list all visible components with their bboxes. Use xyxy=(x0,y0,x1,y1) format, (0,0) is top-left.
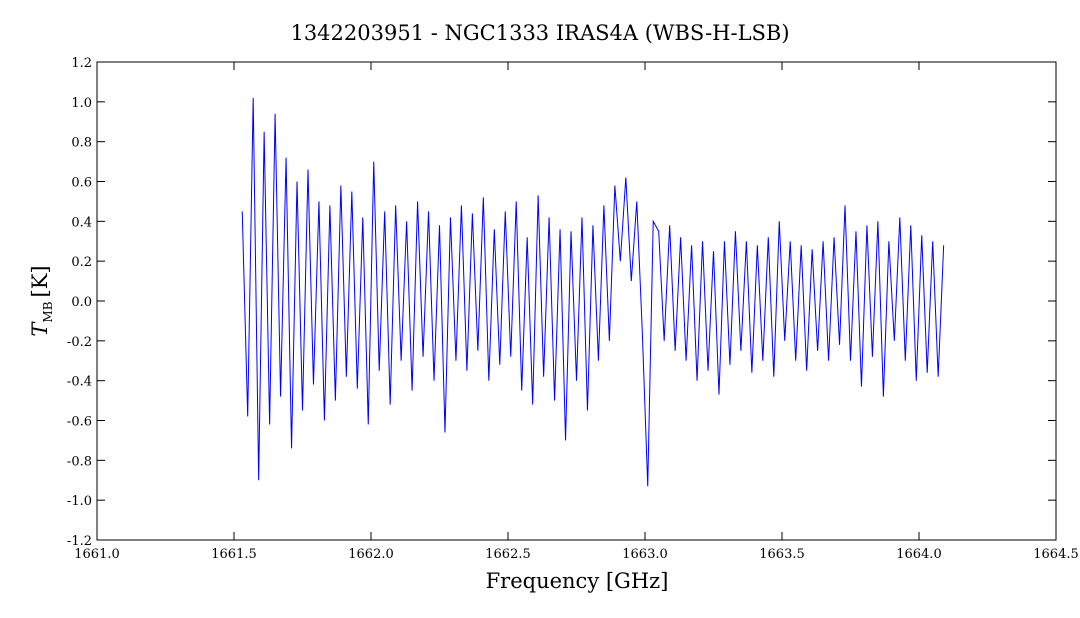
y-label-subscript: MB xyxy=(41,301,55,322)
y-tick-label: 1.0 xyxy=(71,96,92,111)
x-tick-label: 1664.5 xyxy=(1033,547,1079,562)
y-label-unit: [K] xyxy=(28,265,52,297)
y-tick-label: -1.2 xyxy=(67,534,92,549)
spectrum-line xyxy=(241,97,945,487)
y-tick-label: 0.6 xyxy=(71,176,92,191)
y-tick-label: 0.8 xyxy=(71,136,92,151)
y-tick-label: -0.8 xyxy=(67,454,92,469)
y-tick-label: 1.2 xyxy=(71,56,92,71)
y-tick-label: 0.2 xyxy=(71,255,92,270)
y-axis-label: TMB [K] xyxy=(28,265,55,336)
y-tick-label: -0.2 xyxy=(67,335,92,350)
x-tick-label: 1663.5 xyxy=(759,547,805,562)
x-tick-label: 1661.0 xyxy=(74,547,120,562)
x-axis-label: Frequency [GHz] xyxy=(486,569,669,593)
y-tick-label: 0.4 xyxy=(71,215,92,230)
x-tick-label: 1662.0 xyxy=(348,547,394,562)
y-tick-label: -0.6 xyxy=(67,415,92,430)
x-tick-label: 1663.0 xyxy=(622,547,668,562)
plot-frame xyxy=(96,61,1057,541)
y-tick-label: -1.0 xyxy=(67,494,92,509)
y-tick-label: -0.4 xyxy=(67,375,92,390)
chart-title: 1342203951 - NGC1333 IRAS4A (WBS-H-LSB) xyxy=(290,21,789,45)
x-tick-label: 1661.5 xyxy=(211,547,257,562)
y-tick-label: 0.0 xyxy=(71,295,92,310)
x-tick-label: 1664.0 xyxy=(896,547,942,562)
y-label-symbol: T xyxy=(28,321,52,337)
x-tick-label: 1662.5 xyxy=(485,547,531,562)
